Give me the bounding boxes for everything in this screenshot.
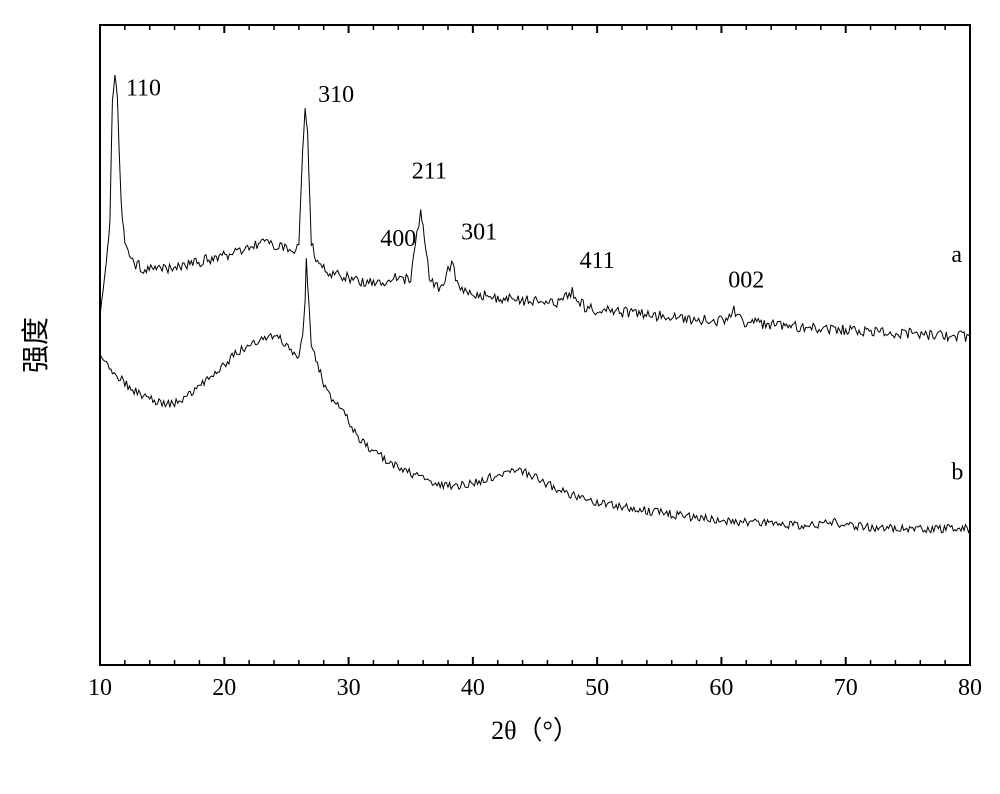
svg-text:50: 50: [585, 675, 609, 701]
peak-label: 310: [318, 82, 354, 108]
series-label-b: b: [951, 459, 963, 485]
peak-label: 211: [412, 159, 447, 185]
svg-text:80: 80: [958, 675, 982, 701]
svg-text:40: 40: [461, 675, 485, 701]
peak-label: 301: [461, 219, 497, 245]
chart-svg: 10 20 30 40 50 60 70 80 2θ（°） 强度 a b 110 310 211 400 301…: [0, 0, 1000, 789]
svg-text:60: 60: [709, 675, 733, 701]
svg-text:20: 20: [212, 675, 236, 701]
svg-text:70: 70: [834, 675, 858, 701]
svg-text:强度: 强度: [20, 317, 52, 373]
svg-text:30: 30: [337, 675, 361, 701]
series-label-a: a: [951, 242, 962, 268]
peak-label: 002: [728, 267, 764, 293]
peak-label: 110: [126, 75, 161, 101]
xrd-chart: 10 20 30 40 50 60 70 80 2θ（°） 强度 a b 110 310 211 400 301…: [0, 0, 1000, 789]
svg-text:10: 10: [88, 675, 112, 701]
svg-text:2θ（°）: 2θ（°）: [491, 716, 579, 745]
peak-label: 411: [580, 248, 615, 274]
peak-label: 400: [380, 226, 416, 252]
